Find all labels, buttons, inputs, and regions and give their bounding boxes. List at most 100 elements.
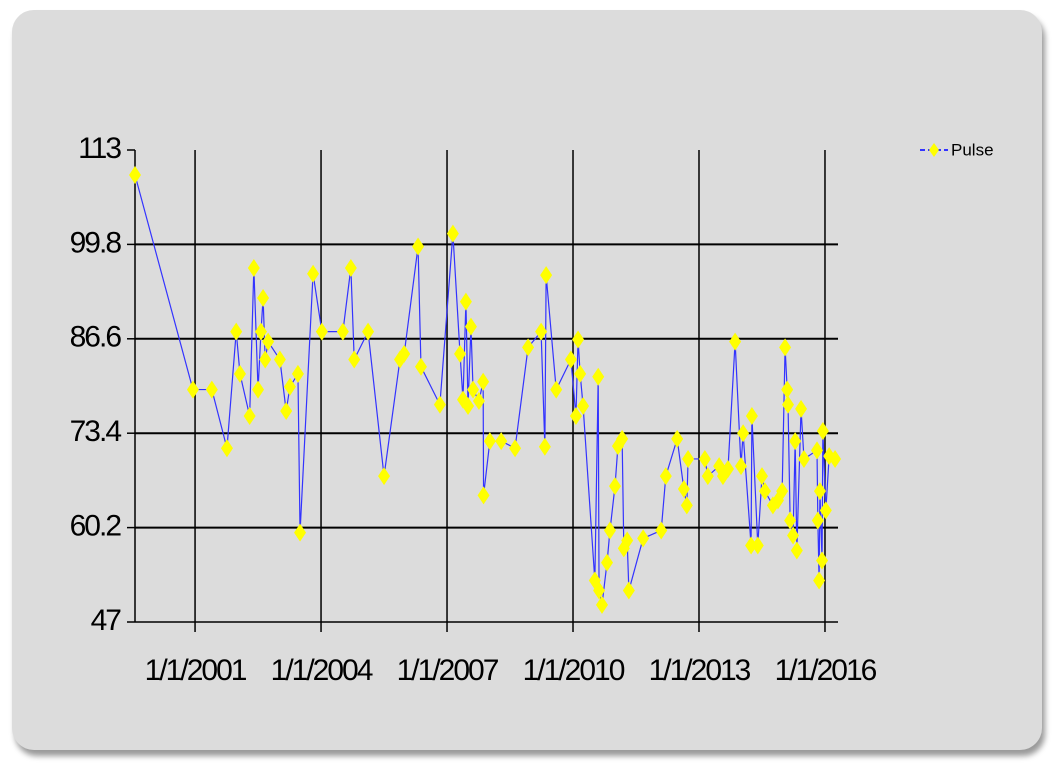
data-point xyxy=(779,338,792,357)
grid xyxy=(127,149,838,632)
data-point xyxy=(790,541,803,560)
data-point xyxy=(811,511,824,530)
data-point xyxy=(243,407,256,426)
data-point xyxy=(129,166,141,185)
data-point xyxy=(755,467,768,486)
data-point xyxy=(637,529,650,548)
data-point xyxy=(254,322,267,341)
data-point xyxy=(816,422,829,441)
legend: Pulse xyxy=(920,140,994,159)
legend-label: Pulse xyxy=(951,140,994,159)
y-tick-label: 86.6 xyxy=(70,321,122,354)
data-point xyxy=(592,367,605,386)
data-point xyxy=(603,521,616,540)
series-line xyxy=(134,174,836,605)
data-point xyxy=(721,459,734,478)
chart-panel xyxy=(12,10,1042,750)
data-point xyxy=(677,479,690,498)
data-point xyxy=(262,332,275,351)
y-tick-label: 113 xyxy=(78,132,121,165)
data-point xyxy=(751,536,764,555)
data-point xyxy=(186,380,199,399)
data-point xyxy=(698,449,711,468)
data-point xyxy=(247,259,260,277)
data-point xyxy=(509,439,522,458)
data-point xyxy=(495,432,508,451)
data-point xyxy=(252,380,265,399)
data-point xyxy=(671,429,684,448)
data-point xyxy=(472,392,485,411)
data-point xyxy=(257,289,270,308)
data-point xyxy=(378,467,391,486)
data-point xyxy=(273,350,286,369)
data-point xyxy=(816,551,829,570)
data-point xyxy=(776,482,789,501)
data-point xyxy=(336,322,349,341)
data-point xyxy=(315,322,328,341)
data-point xyxy=(622,581,635,600)
data-point xyxy=(729,332,742,351)
data-point xyxy=(781,380,794,399)
x-tick-label: 1/1/2016 xyxy=(775,654,877,687)
data-point xyxy=(522,338,535,357)
x-tick-label: 1/1/2001 xyxy=(145,654,247,687)
data-point xyxy=(307,264,320,283)
data-point xyxy=(398,344,411,363)
data-point xyxy=(682,449,695,468)
data-point xyxy=(787,526,800,545)
data-point xyxy=(601,553,614,572)
data-point xyxy=(259,350,272,369)
x-tick-label: 1/1/2010 xyxy=(523,654,625,687)
data-point xyxy=(574,364,587,383)
data-point xyxy=(745,407,758,426)
data-point xyxy=(811,441,824,460)
data-point xyxy=(701,467,714,486)
data-point xyxy=(659,467,672,486)
data-point xyxy=(446,224,459,243)
data-point xyxy=(572,330,585,349)
data-point xyxy=(813,482,826,501)
data-point xyxy=(784,511,797,530)
data-point xyxy=(283,377,296,396)
data-point xyxy=(483,432,496,451)
y-tick-label: 99.8 xyxy=(70,226,122,259)
data-point xyxy=(459,292,472,311)
data-point xyxy=(758,482,771,501)
data-point xyxy=(205,380,218,399)
data-point xyxy=(616,429,629,448)
data-point xyxy=(477,486,490,505)
data-point xyxy=(593,581,606,600)
data-point xyxy=(414,357,427,376)
data-point xyxy=(412,237,425,256)
data-point xyxy=(819,501,832,520)
data-point xyxy=(454,344,467,363)
data-point xyxy=(433,395,446,414)
data-point xyxy=(538,437,551,456)
plot xyxy=(129,166,842,614)
data-point xyxy=(291,364,304,383)
data-point xyxy=(577,397,590,416)
data-point xyxy=(789,432,802,451)
data-point xyxy=(609,477,622,496)
data-point xyxy=(294,523,307,542)
data-point xyxy=(813,571,826,590)
data-point xyxy=(795,399,808,418)
legend-marker xyxy=(929,143,939,157)
data-point xyxy=(362,322,375,341)
data-point xyxy=(540,266,553,285)
data-point xyxy=(621,531,634,550)
data-point xyxy=(477,372,490,391)
data-point xyxy=(595,595,608,614)
data-point xyxy=(344,259,357,277)
data-point xyxy=(220,439,233,458)
data-point xyxy=(569,407,582,426)
data-point xyxy=(462,397,475,416)
data-point xyxy=(464,317,477,336)
data-point xyxy=(797,449,810,468)
data-point xyxy=(280,402,293,421)
data-point xyxy=(829,449,842,468)
data-point xyxy=(535,322,548,341)
x-tick-label: 1/1/2007 xyxy=(397,654,499,687)
